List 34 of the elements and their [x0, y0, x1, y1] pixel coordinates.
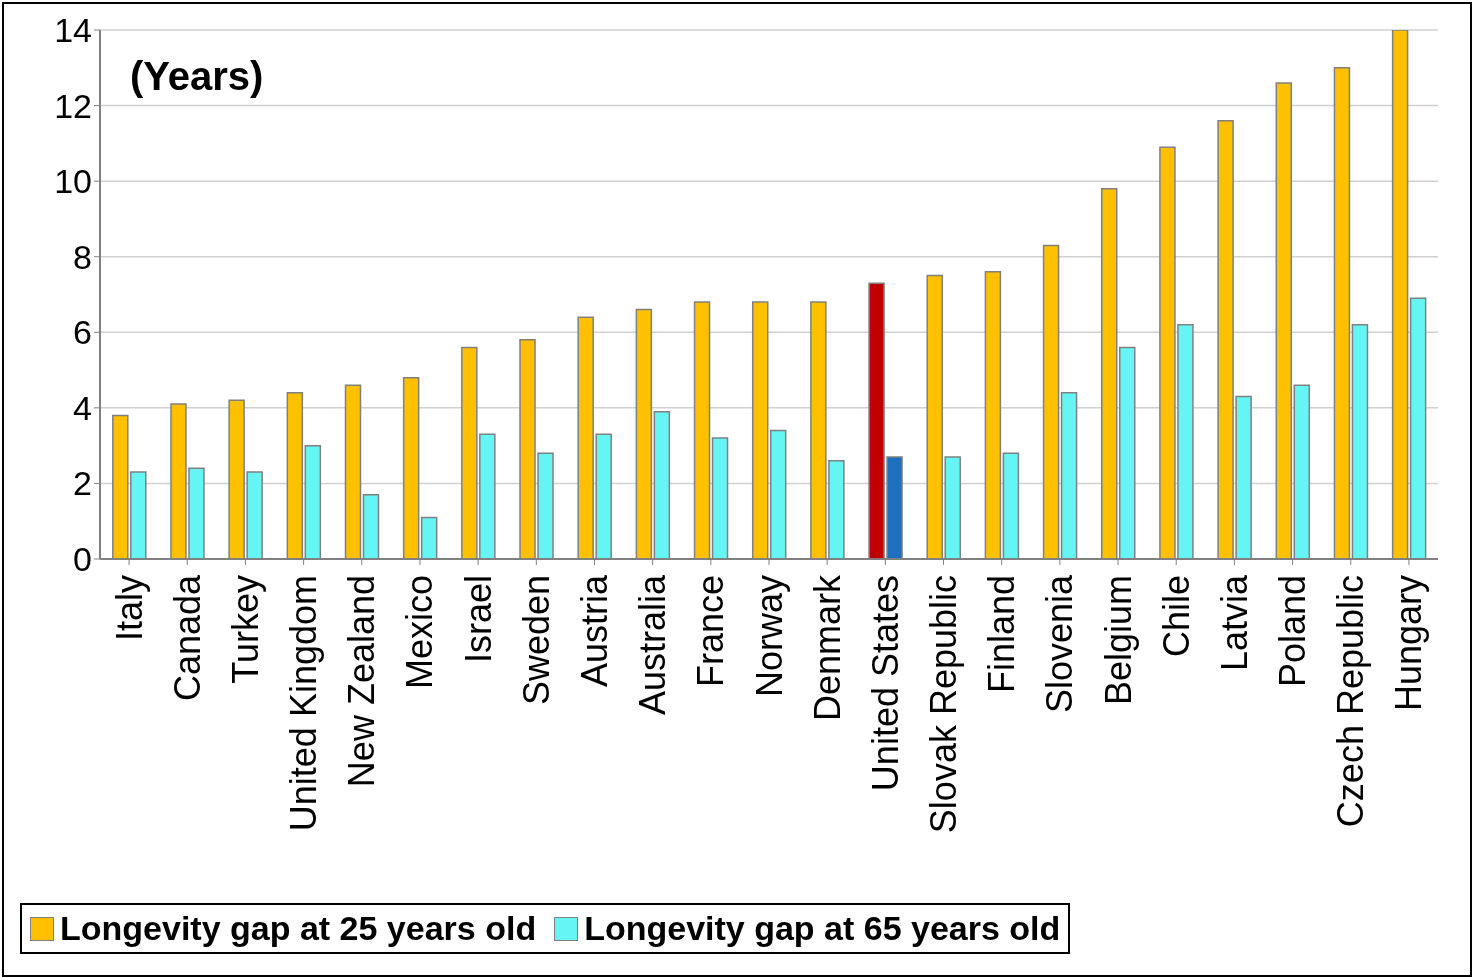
- y-tick-label: 4: [73, 388, 92, 427]
- x-tick-label: Italy: [108, 575, 150, 642]
- x-tick-label: United Kingdom: [283, 575, 325, 832]
- legend-label: Longevity gap at 65 years old: [584, 909, 1061, 948]
- x-tick-label: United States: [864, 575, 906, 792]
- y-tick-label: 12: [54, 86, 92, 125]
- y-tick-label: 6: [73, 313, 92, 352]
- x-tick-label: Belgium: [1097, 575, 1139, 706]
- x-tick-label: Israel: [457, 575, 499, 664]
- x-tick-label: Slovenia: [1039, 574, 1081, 714]
- x-tick-label: France: [690, 575, 732, 688]
- x-tick-label: Australia: [632, 574, 674, 716]
- legend-label: Longevity gap at 25 years old: [60, 909, 537, 948]
- x-tick-label: Mexico: [399, 575, 441, 690]
- x-tick-label: Slovak Republic: [923, 575, 965, 834]
- x-tick-label: Canada: [166, 574, 208, 702]
- y-tick-label: 10: [54, 162, 92, 201]
- y-tick-label: 8: [73, 237, 92, 276]
- x-tick-label: Czech Republic: [1330, 575, 1372, 828]
- y-tick-label: 2: [73, 464, 92, 503]
- x-tick-label: Austria: [573, 574, 615, 688]
- x-tick-label: Denmark: [806, 574, 848, 722]
- x-tick-label: Latvia: [1213, 574, 1255, 672]
- x-tick-label: New Zealand: [341, 575, 383, 788]
- y-tick-label: 0: [73, 540, 92, 579]
- y-tick-label: 14: [54, 11, 92, 50]
- x-tick-label: Norway: [748, 575, 790, 698]
- x-tick-label: Poland: [1272, 575, 1314, 688]
- x-tick-label: Hungary: [1388, 575, 1430, 712]
- x-tick-label: Turkey: [224, 575, 266, 684]
- x-tick-label: Chile: [1155, 575, 1197, 658]
- x-tick-label: Finland: [981, 575, 1023, 694]
- x-tick-label: Sweden: [515, 575, 557, 706]
- annotation: (Years): [130, 54, 264, 98]
